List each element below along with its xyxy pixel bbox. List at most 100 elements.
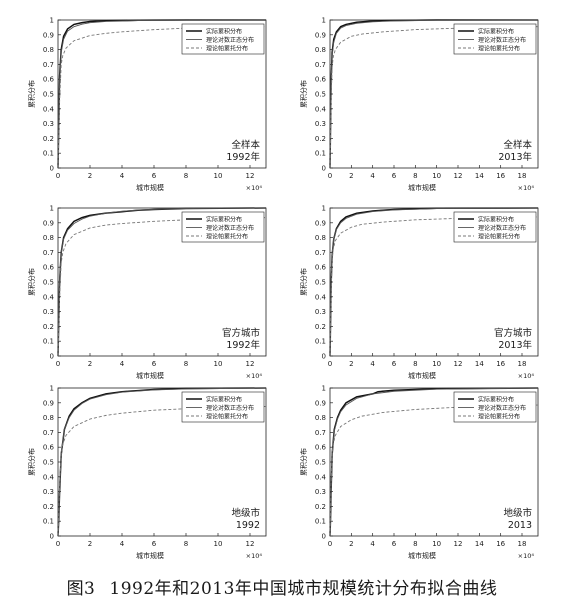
legend-label: 理论帕累托分布 xyxy=(206,44,248,52)
y-tick-label: 1 xyxy=(322,17,326,25)
y-tick-label: 0.3 xyxy=(315,120,326,128)
chart-panel: 00.10.20.30.40.50.60.70.80.910 2 4 6 8 10 12城市… xyxy=(27,385,267,560)
legend-label: 实际累积分布 xyxy=(478,395,514,403)
chart-panel: 00.10.20.30.40.50.60.70.80.910 2 4 6 8 10 12 14… xyxy=(299,17,539,192)
y-axis-label: 累积分布 xyxy=(299,268,308,296)
series-line-2 xyxy=(57,207,267,357)
legend-box xyxy=(181,211,265,243)
series-line-2 xyxy=(57,387,267,537)
x-axis-label: 城市规模 xyxy=(136,551,164,560)
y-tick-label: 0.2 xyxy=(43,503,54,511)
x-tick-label: 0 xyxy=(56,172,60,180)
x-tick-label: 10 xyxy=(432,360,441,368)
legend-box xyxy=(453,211,537,243)
y-tick-label: 0.6 xyxy=(43,264,55,272)
chart-panel: 00.10.20.30.40.50.60.70.80.910 2 4 6 8 10 12城市… xyxy=(27,17,267,192)
y-tick-label: 0.7 xyxy=(43,249,54,257)
y-tick-label: 0.2 xyxy=(43,135,54,143)
legend-label: 理论对数正态分布 xyxy=(206,404,254,412)
panel-annotation-year: 1992年 xyxy=(226,151,260,163)
legend-label: 理论对数正态分布 xyxy=(206,36,254,44)
x-tick-label: 0 xyxy=(328,360,332,368)
x-tick-label: 6 xyxy=(152,360,157,368)
y-axis-label: 累积分布 xyxy=(299,80,308,108)
x-tick-label: 4 xyxy=(120,360,125,368)
figure-title: 1992年和2013年中国城市规模统计分布拟合曲线 xyxy=(109,579,498,599)
y-tick-label: 0.1 xyxy=(315,338,326,346)
y-tick-label: 0.7 xyxy=(43,429,54,437)
x-tick-label: 14 xyxy=(475,540,484,548)
legend-label: 理论帕累托分布 xyxy=(206,232,248,240)
y-tick-label: 0.4 xyxy=(315,105,327,113)
x-tick-label: 4 xyxy=(370,360,375,368)
x-axis-label: 城市规模 xyxy=(408,183,436,192)
x-exponent-label: ×10⁴ xyxy=(518,184,535,192)
y-tick-label: 0.8 xyxy=(43,46,54,54)
y-tick-label: 0.8 xyxy=(43,234,54,242)
panel-annotation-year: 1992年 xyxy=(226,339,260,351)
y-tick-label: 0.5 xyxy=(43,91,54,99)
x-exponent-label: ×10⁴ xyxy=(518,552,535,560)
chart-panel: 00.10.20.30.40.50.60.70.80.910 2 4 6 8 10 12 14… xyxy=(299,205,539,380)
y-tick-label: 0.8 xyxy=(315,414,326,422)
x-tick-label: 12 xyxy=(454,172,463,180)
x-tick-label: 4 xyxy=(120,172,125,180)
x-tick-label: 8 xyxy=(413,540,417,548)
x-tick-label: 8 xyxy=(184,172,188,180)
x-tick-label: 4 xyxy=(370,172,375,180)
y-tick-label: 0.3 xyxy=(315,488,326,496)
x-tick-label: 2 xyxy=(88,172,92,180)
y-tick-label: 0.2 xyxy=(315,323,326,331)
panel-annotation-sample: 地级市 xyxy=(503,507,532,519)
x-tick-label: 4 xyxy=(370,540,375,548)
series-line-3 xyxy=(57,217,267,357)
x-tick-label: 2 xyxy=(349,360,353,368)
y-axis-label: 累积分布 xyxy=(27,80,36,108)
y-tick-label: 0.9 xyxy=(315,31,326,39)
legend-label: 理论对数正态分布 xyxy=(206,224,254,232)
x-tick-label: 12 xyxy=(246,540,255,548)
panel-annotation-sample: 全样本 xyxy=(231,139,260,151)
legend-label: 实际累积分布 xyxy=(478,215,514,223)
chart-panel: 00.10.20.30.40.50.60.70.80.910 2 4 6 8 10 12 14… xyxy=(299,385,539,560)
panel-annotation-year: 1992 xyxy=(236,520,260,531)
legend-box xyxy=(453,391,537,423)
y-tick-label: 0 xyxy=(322,353,326,361)
y-tick-label: 0.4 xyxy=(43,105,55,113)
y-tick-label: 0.5 xyxy=(43,279,54,287)
y-tick-label: 0 xyxy=(322,165,326,173)
y-axis-label: 累积分布 xyxy=(299,448,308,476)
panel-annotation-year: 2013年 xyxy=(498,339,532,351)
y-tick-label: 0.8 xyxy=(315,46,326,54)
y-tick-label: 0.7 xyxy=(315,429,326,437)
x-tick-label: 16 xyxy=(496,360,505,368)
y-tick-label: 0.3 xyxy=(43,308,54,316)
x-tick-label: 0 xyxy=(328,540,332,548)
y-tick-label: 0.8 xyxy=(315,234,326,242)
panel-annotation-year: 2013年 xyxy=(498,151,532,163)
x-tick-label: 8 xyxy=(413,360,417,368)
legend-label: 实际累积分布 xyxy=(206,395,242,403)
y-tick-label: 0.4 xyxy=(315,473,327,481)
x-tick-label: 2 xyxy=(349,172,353,180)
y-tick-label: 0.9 xyxy=(315,399,326,407)
y-axis-label: 累积分布 xyxy=(27,448,36,476)
series-line-2 xyxy=(329,207,539,357)
y-tick-label: 0.2 xyxy=(43,323,54,331)
legend-box xyxy=(453,23,537,55)
y-tick-label: 0.1 xyxy=(315,150,326,158)
x-tick-label: 0 xyxy=(56,360,60,368)
legend-label: 实际累积分布 xyxy=(478,27,514,35)
y-tick-label: 0.3 xyxy=(43,488,54,496)
y-tick-label: 1 xyxy=(322,205,326,213)
y-tick-label: 0.3 xyxy=(315,308,326,316)
legend-label: 理论对数正态分布 xyxy=(478,404,526,412)
x-tick-label: 18 xyxy=(518,540,527,548)
y-axis-label: 累积分布 xyxy=(27,268,36,296)
y-tick-label: 0.2 xyxy=(315,135,326,143)
y-tick-label: 0.3 xyxy=(43,120,54,128)
x-tick-label: 8 xyxy=(413,172,417,180)
y-tick-label: 0.4 xyxy=(43,293,55,301)
panel-annotation-sample: 官方城市 xyxy=(222,327,261,339)
